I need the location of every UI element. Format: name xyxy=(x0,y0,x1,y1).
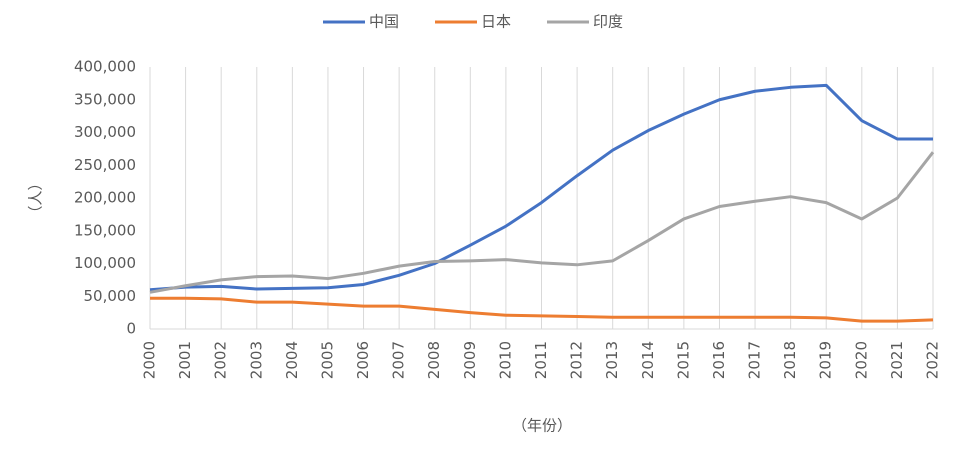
y-tick-label: 200,000 xyxy=(74,189,136,207)
x-tick-label: 2004 xyxy=(283,341,301,379)
y-tick-label: 50,000 xyxy=(84,287,137,305)
x-tick-label: 2005 xyxy=(318,341,336,379)
series-line xyxy=(149,151,935,294)
y-tick-label: 150,000 xyxy=(74,221,136,239)
legend-label: 中国 xyxy=(369,13,399,31)
y-tick-label: 0 xyxy=(126,320,136,338)
y-tick-label: 400,000 xyxy=(74,58,136,76)
x-tick-label: 2022 xyxy=(924,341,942,379)
x-tick-label: 2002 xyxy=(212,341,230,379)
series-line xyxy=(150,296,934,323)
x-tick-label: 2009 xyxy=(461,341,479,379)
x-tick-label: 2018 xyxy=(781,341,799,379)
x-tick-label: 2013 xyxy=(603,341,621,379)
legend-label: 日本 xyxy=(481,13,511,31)
x-tick-label: 2007 xyxy=(390,341,408,379)
y-axis-label: （人） xyxy=(27,175,45,220)
x-tick-label: 2014 xyxy=(639,341,657,379)
y-tick-label: 100,000 xyxy=(74,254,136,272)
x-tick-label: 2016 xyxy=(710,341,728,379)
x-tick-label: 2019 xyxy=(817,341,835,379)
x-tick-label: 2000 xyxy=(141,341,159,379)
x-tick-label: 2020 xyxy=(852,341,870,379)
y-tick-label: 250,000 xyxy=(74,156,136,174)
x-tick-label: 2015 xyxy=(674,341,692,379)
x-tick-label: 2001 xyxy=(176,341,194,379)
x-tick-label: 2003 xyxy=(247,341,265,379)
x-axis-label: （年份） xyxy=(512,417,572,435)
x-tick-label: 2008 xyxy=(425,341,443,379)
x-tick-label: 2011 xyxy=(532,341,550,379)
y-tick-label: 350,000 xyxy=(74,90,136,108)
x-tick-label: 2006 xyxy=(354,341,372,379)
legend-label: 印度 xyxy=(593,13,623,31)
x-tick-label: 2021 xyxy=(888,341,906,379)
series-line xyxy=(149,83,933,292)
x-tick-label: 2010 xyxy=(496,341,514,379)
y-tick-label: 300,000 xyxy=(74,123,136,141)
x-tick-label: 2017 xyxy=(746,341,764,379)
x-tick-label: 2012 xyxy=(568,341,586,379)
